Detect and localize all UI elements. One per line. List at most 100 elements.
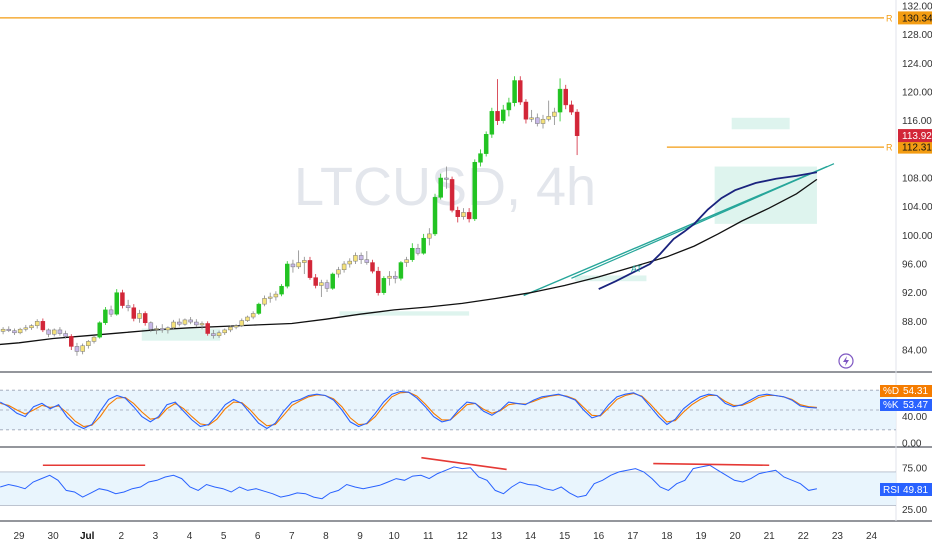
candle-31 [177, 318, 182, 327]
rsi-tick-0: 75.00 [902, 463, 927, 474]
time-tick-21: 20 [730, 531, 742, 542]
last-price-tag: 113.92 [898, 129, 932, 143]
candle-1 [6, 326, 12, 333]
candle-74 [421, 233, 426, 255]
candle-97 [552, 107, 557, 125]
rsi-tick-1: 25.00 [902, 505, 927, 516]
candle-40 [228, 325, 233, 333]
candle-27 [154, 325, 159, 335]
candle-42 [239, 318, 245, 328]
candle-65 [370, 259, 375, 274]
demand-zone-0 [141, 328, 221, 341]
stoch-tick-2: 0.00 [902, 439, 922, 450]
candle-body [466, 212, 472, 220]
candle-101 [574, 109, 580, 156]
candle-body [74, 346, 80, 352]
rsi-pane[interactable]: 75.00 25.00 [0, 456, 927, 516]
trendlines[interactable] [523, 163, 835, 297]
candle-88 [500, 104, 506, 124]
candle-body [205, 323, 210, 334]
candle-67 [381, 276, 387, 295]
stochastic-rsi-pane[interactable]: 80.0040.000.00 [0, 386, 927, 450]
level-tag-bg-0 [898, 11, 932, 25]
candle-58 [330, 272, 335, 290]
candle-91 [518, 76, 523, 105]
candle-body [142, 313, 148, 324]
last-price-value: 113.92 [902, 131, 932, 142]
candle-body [449, 179, 455, 211]
candle-57 [324, 279, 330, 292]
candle-body [500, 109, 506, 121]
candle-72 [410, 243, 415, 262]
candle-body [569, 104, 574, 113]
candle-body [34, 321, 40, 326]
candle-body [438, 177, 443, 198]
candle-26 [148, 321, 154, 333]
candle-body [387, 275, 392, 279]
time-axis[interactable]: 29 30 Jul 2 3 4 5 6 7 8 9 10 11 12 13 14 15 16 17 18 19 20 21 2… [13, 531, 877, 542]
candle-body [29, 325, 34, 329]
lightning-icon[interactable] [838, 353, 854, 369]
candle-body [421, 237, 426, 254]
time-tick-18: 17 [627, 531, 639, 542]
candle-28 [159, 324, 165, 333]
candle-61 [347, 258, 353, 268]
price-tick-10: 92.00 [902, 288, 927, 299]
price-tick-7: 104.00 [902, 202, 932, 213]
candle-18 [103, 307, 108, 325]
candle-30 [171, 319, 176, 330]
candle-body [222, 329, 227, 334]
price-axis[interactable]: 132.00 128.00 124.00 120.00 116.00 108.00 104.… [902, 2, 932, 357]
rsi-divergence-2 [653, 462, 770, 467]
resistance-label-1: R [886, 143, 893, 153]
candle-body [358, 255, 364, 260]
candle-body [455, 210, 460, 217]
time-tick-0: 29 [13, 531, 25, 542]
candle-21 [120, 289, 125, 309]
level-tag-value-1: 112.31 [902, 143, 932, 154]
candle-69 [392, 271, 398, 284]
candle-60 [341, 261, 347, 273]
level-tag-value-0: 130.34 [902, 13, 932, 24]
candle-body [148, 322, 154, 330]
candle-body [483, 134, 489, 154]
candle-body [199, 323, 205, 326]
stoch-tick-1: 40.00 [902, 412, 927, 423]
price-tick-4: 116.00 [902, 116, 932, 127]
candle-body [159, 328, 165, 331]
demand-zone-2 [574, 275, 647, 282]
candle-71 [404, 256, 409, 267]
time-tick-4: 3 [153, 531, 159, 542]
rsi-tag: RSI 49.81 [880, 483, 932, 496]
candle-body [216, 332, 222, 336]
candle-6 [34, 319, 40, 329]
candle-3 [17, 327, 23, 335]
candle-body [91, 336, 97, 342]
candle-body [506, 102, 512, 111]
candle-2 [12, 328, 17, 335]
candle-75 [427, 228, 432, 246]
candle-76 [432, 193, 438, 237]
candle-body [472, 161, 478, 220]
stoch-k-line [0, 390, 817, 430]
rsi-band [0, 471, 896, 506]
price-tick-0: 132.00 [902, 2, 932, 13]
candle-body [540, 118, 546, 124]
candle-body [353, 255, 358, 262]
candle-35 [199, 321, 205, 330]
time-tick-19: 18 [661, 531, 673, 542]
trend-annotation-icon[interactable]: AT [631, 264, 642, 274]
candle-34 [194, 319, 199, 328]
time-tick-15: 14 [525, 531, 537, 542]
candle-body [512, 80, 517, 103]
candle-8 [46, 328, 51, 338]
resistance-levels[interactable]: RR [0, 13, 893, 153]
ma-fast-line [598, 171, 818, 290]
candle-5 [29, 324, 34, 330]
candle-20 [114, 289, 119, 316]
time-tick-22: 21 [764, 531, 776, 542]
price-tick-6: 108.00 [902, 174, 932, 185]
candle-body [461, 212, 466, 217]
candle-body [478, 153, 483, 163]
